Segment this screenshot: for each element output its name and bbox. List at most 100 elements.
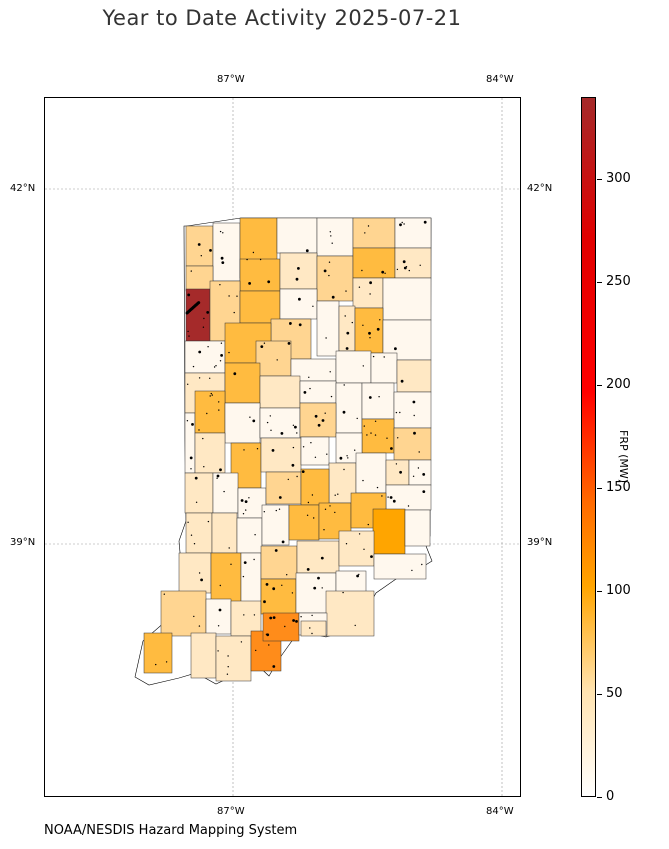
fire-detection-point — [368, 331, 371, 335]
fire-detection-point — [313, 517, 315, 519]
fire-detection-point — [213, 366, 216, 368]
fire-detection-point — [303, 391, 307, 394]
fire-detection-point — [306, 568, 310, 571]
fire-detection-point — [390, 447, 393, 450]
county — [316, 255, 354, 302]
map-area[interactable] — [44, 97, 521, 797]
fire-detection-point — [330, 235, 332, 237]
fire-detection-point — [387, 496, 389, 498]
fire-detection-point — [376, 486, 379, 489]
county — [352, 277, 384, 309]
fire-detection-point — [252, 251, 255, 254]
fire-detection-point — [227, 666, 229, 668]
fire-detection-point — [188, 335, 190, 337]
county — [255, 340, 292, 377]
county — [185, 512, 213, 554]
fire-detection-point — [281, 584, 283, 586]
fire-detection-point — [219, 468, 222, 472]
fire-detection-point — [346, 455, 348, 457]
fire-detection-point — [215, 365, 217, 367]
county — [300, 620, 327, 637]
fire-detection-point — [203, 466, 205, 468]
fire-detection-point — [313, 586, 317, 590]
fire-detection-point — [256, 448, 259, 450]
fire-detection-point — [200, 578, 204, 582]
fire-detection-point — [187, 383, 189, 385]
county — [190, 632, 217, 679]
fire-detection-point — [326, 453, 328, 455]
fire-detection-point — [354, 624, 356, 627]
lon-tick-top-87: 87°W — [217, 74, 245, 85]
fire-detection-point — [421, 563, 423, 566]
fire-detection-point — [356, 574, 359, 578]
lon-tick-bottom-84: 84°W — [486, 806, 514, 817]
county — [184, 472, 214, 514]
fire-detection-point — [294, 425, 297, 429]
fire-detection-point — [363, 548, 365, 550]
fire-detection-point — [399, 223, 402, 227]
colorbar-tick — [597, 385, 602, 387]
fire-detection-point — [209, 395, 211, 397]
fire-detection-point — [337, 493, 339, 495]
fire-detection-point — [356, 417, 358, 420]
fire-detection-point — [367, 225, 370, 227]
fire-detection-point — [165, 661, 168, 663]
fire-detection-point — [155, 663, 157, 666]
fire-detection-point — [317, 576, 320, 580]
fire-detection-point — [206, 311, 210, 314]
fire-detection-point — [187, 521, 189, 523]
fire-detection-point — [255, 649, 257, 652]
county — [338, 530, 375, 567]
fire-detection-point — [291, 592, 294, 594]
fire-detection-point — [286, 574, 288, 576]
county — [361, 418, 395, 454]
county — [265, 471, 302, 505]
fire-detection-point — [422, 490, 426, 493]
colorbar-tick-label: 50 — [606, 686, 623, 702]
fire-detection-point — [370, 555, 373, 558]
fire-detection-point — [374, 434, 377, 436]
fire-detection-point — [254, 534, 256, 536]
county — [236, 517, 263, 554]
fire-detection-point — [297, 267, 300, 270]
fire-detection-point — [278, 508, 281, 510]
county — [260, 545, 298, 580]
fire-detection-point — [223, 490, 225, 493]
fire-detection-point — [413, 431, 416, 435]
fire-detection-point — [211, 394, 213, 396]
fire-detection-point — [366, 434, 368, 436]
county — [230, 600, 262, 637]
county — [335, 382, 363, 434]
fire-detection-point — [227, 655, 229, 657]
fire-detection-point — [329, 231, 331, 233]
county — [205, 598, 232, 635]
fire-detection-point — [306, 514, 309, 516]
fire-detection-point — [209, 377, 211, 379]
fire-detection-point — [392, 499, 396, 503]
fire-detection-point — [240, 499, 244, 502]
fire-detection-point — [192, 365, 195, 368]
fire-detection-point — [298, 323, 302, 327]
colorbar-tick-label: 250 — [606, 274, 631, 290]
fire-detection-point — [384, 272, 386, 274]
fire-detection-point — [243, 561, 247, 564]
fire-detection-point — [324, 508, 327, 510]
fire-detection-point — [374, 420, 377, 422]
fire-detection-point — [220, 256, 224, 260]
fire-detection-point — [218, 401, 220, 403]
fire-detection-point — [265, 583, 269, 586]
fire-detection-point — [202, 326, 205, 328]
fire-detection-point — [216, 477, 218, 479]
county — [361, 382, 395, 420]
county — [184, 340, 226, 374]
fire-detection-point — [218, 608, 222, 612]
fire-detection-point — [362, 365, 364, 367]
fire-detection-point — [272, 587, 276, 591]
fire-detection-point — [219, 284, 221, 286]
fire-detection-point — [411, 569, 413, 572]
fire-detection-point — [267, 280, 271, 284]
fire-detection-point — [292, 424, 295, 426]
fire-detection-point — [268, 644, 270, 646]
fire-detection-point — [198, 377, 201, 379]
fire-detection-point — [198, 429, 200, 431]
